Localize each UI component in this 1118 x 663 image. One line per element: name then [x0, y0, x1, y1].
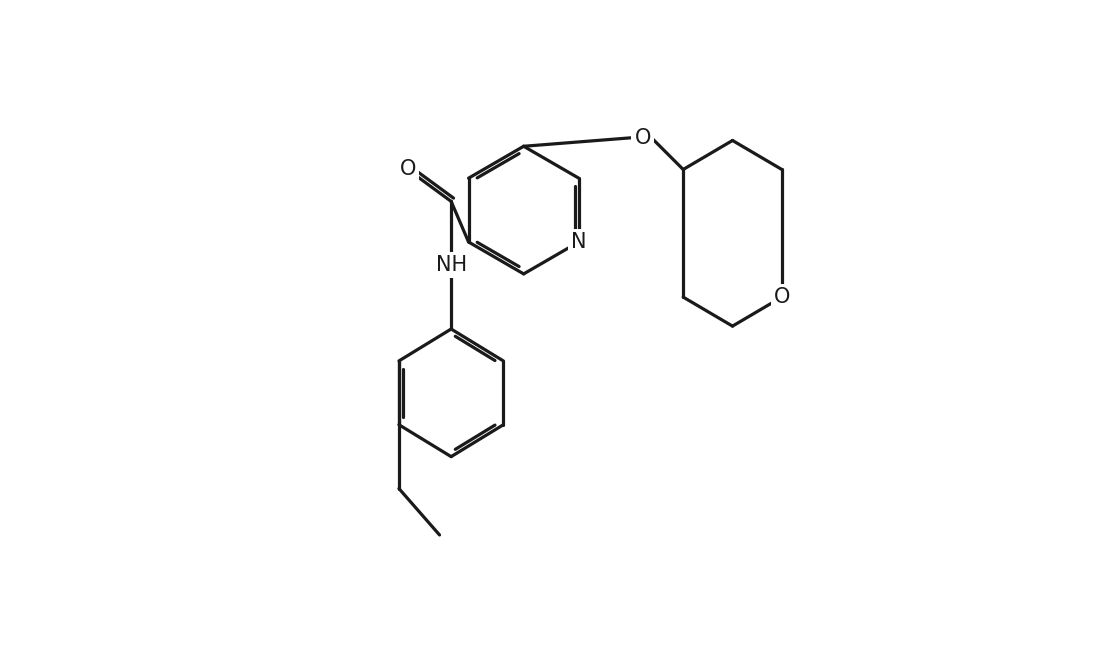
Text: NH: NH — [436, 255, 466, 275]
Text: O: O — [634, 127, 651, 148]
Text: O: O — [774, 287, 790, 307]
Text: N: N — [571, 232, 587, 252]
Text: O: O — [399, 160, 416, 180]
